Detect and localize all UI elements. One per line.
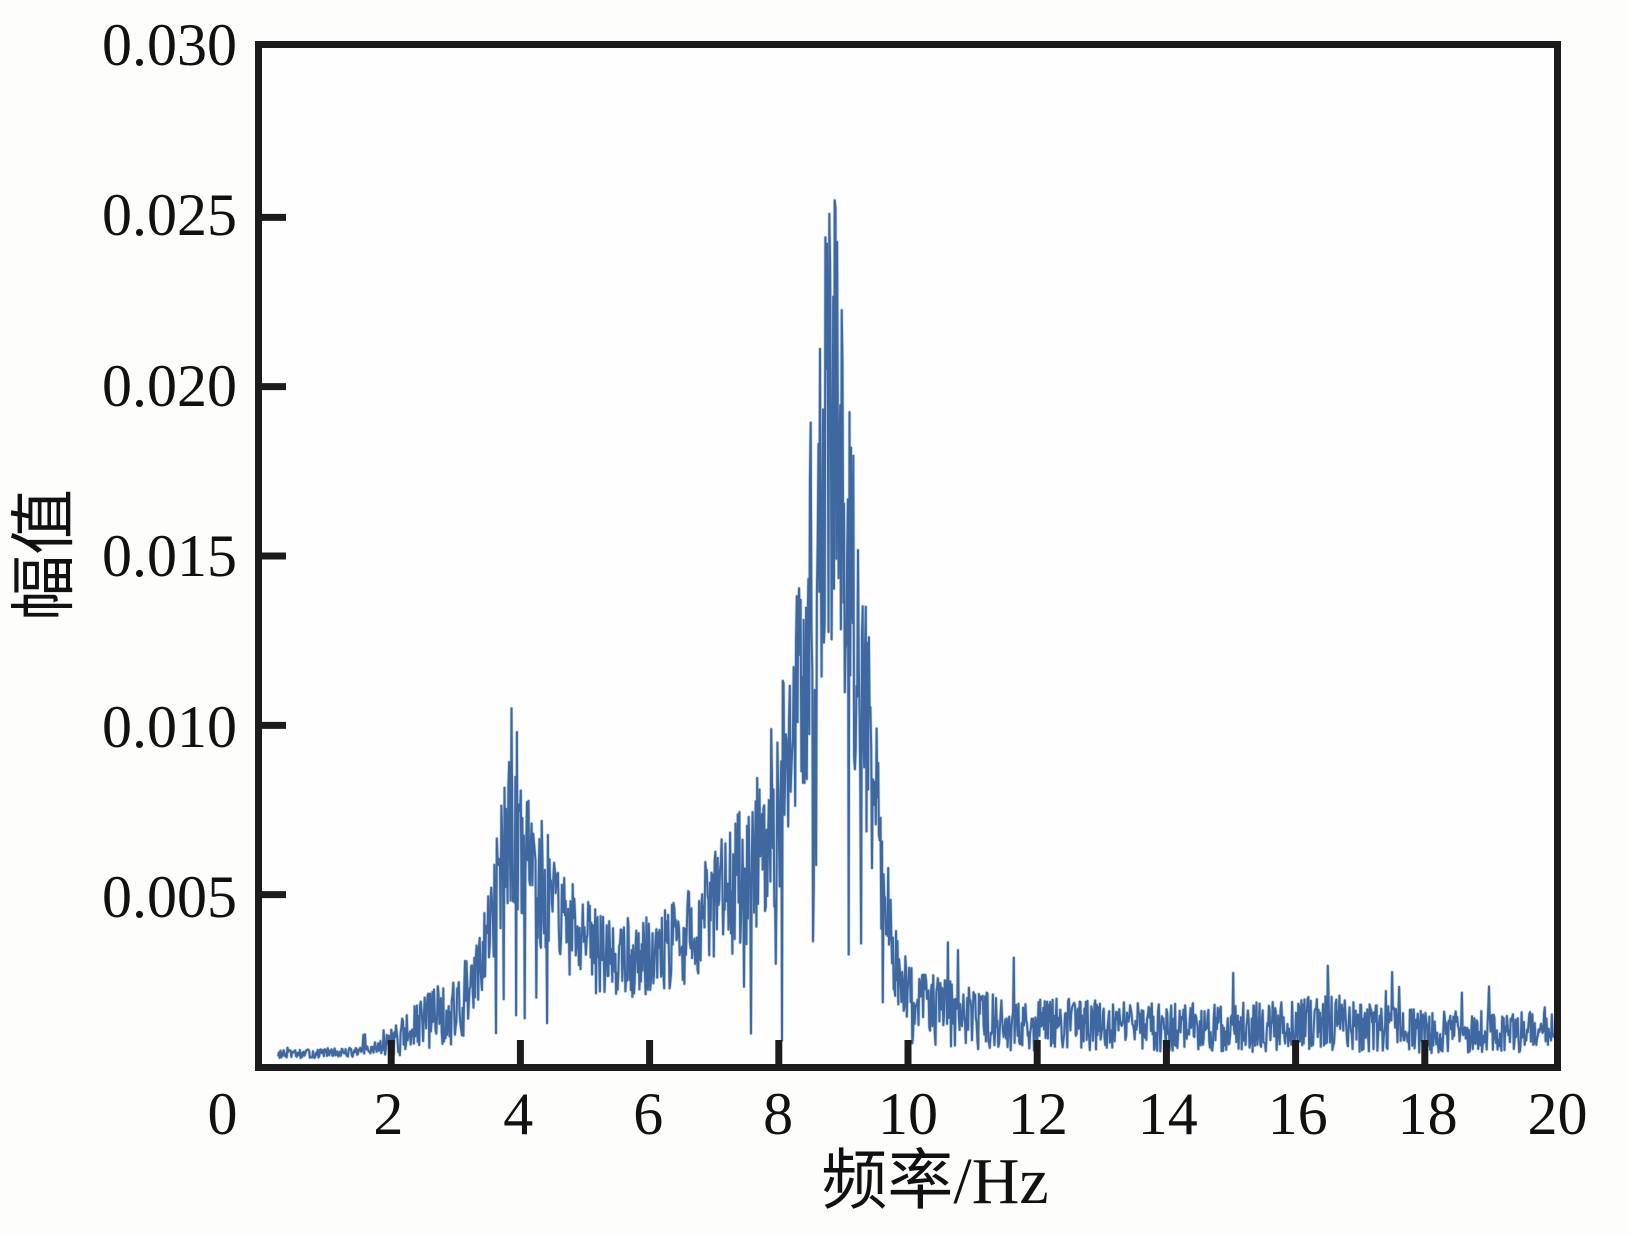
x-tick-label: 4 (503, 1081, 534, 1147)
y-tick-label: 0.030 (102, 11, 237, 78)
x-tick-label: 16 (1267, 1081, 1328, 1147)
y-tick-label: 0.015 (102, 523, 237, 589)
y-tick-label: 0.025 (102, 182, 237, 248)
y-tick-label: 0.010 (102, 693, 237, 760)
y-tick-label: 0.020 (102, 352, 237, 419)
x-tick-label: 8 (763, 1081, 794, 1147)
x-tick-label: 2 (373, 1081, 404, 1147)
spectrum-line-halo (276, 198, 1554, 1060)
x-tick-label: 20 (1527, 1081, 1588, 1147)
x-axis-title: 频率/Hz (821, 1145, 1049, 1218)
x-tick-label: 12 (1007, 1081, 1068, 1147)
spectrum-plot-svg (262, 198, 1554, 1064)
x-tick-label: 0 (207, 1081, 238, 1147)
y-tick-label: 0.005 (102, 864, 237, 930)
x-tick-label: 10 (878, 1081, 938, 1147)
spectrum-line (277, 199, 1554, 1059)
x-tick-label: 18 (1397, 1081, 1458, 1147)
x-tick-label: 6 (633, 1081, 664, 1147)
x-tick-label: 14 (1137, 1081, 1198, 1147)
plot-area (255, 41, 1561, 1071)
